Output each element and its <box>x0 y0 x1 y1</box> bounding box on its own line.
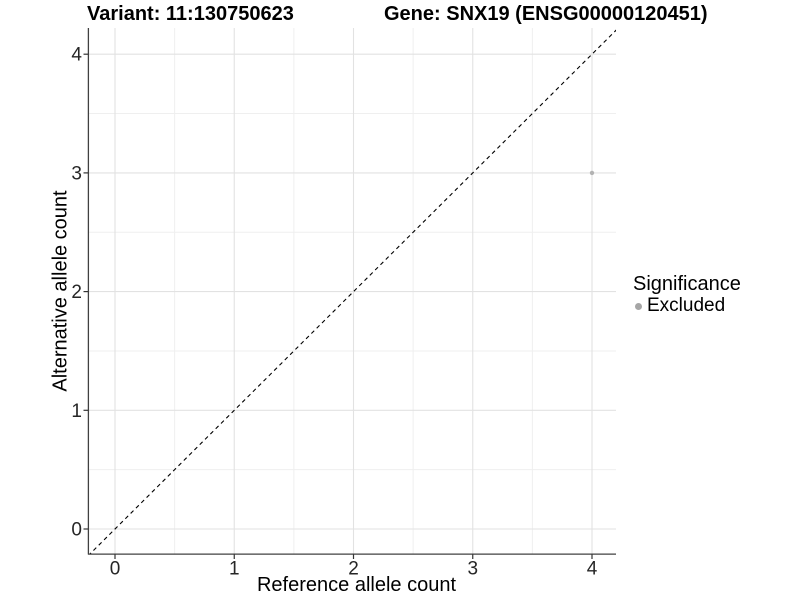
legend-item-label: Excluded <box>647 295 726 316</box>
identity-line <box>89 29 616 554</box>
y-tick-label: 2 <box>71 282 82 303</box>
x-tick-label: 3 <box>467 559 478 580</box>
x-axis-title: Reference allele count <box>256 574 456 596</box>
variant-title: Variant: 11:130750623 <box>87 3 294 25</box>
x-tick-label: 1 <box>229 559 240 580</box>
data-point <box>589 170 595 176</box>
x-tick-label: 2 <box>348 559 359 580</box>
x-tick-label: 4 <box>587 559 598 580</box>
gene-title: Gene: SNX19 (ENSG00000120451) <box>384 3 708 25</box>
y-tick-label: 0 <box>71 520 82 541</box>
y-tick-label: 4 <box>71 45 82 66</box>
legend: Significance Excluded <box>633 273 741 316</box>
y-tick-label: 1 <box>71 401 82 422</box>
excluded-point-icon <box>635 302 642 310</box>
x-tick-label: 0 <box>110 559 121 580</box>
legend-item-excluded: Excluded <box>633 296 741 316</box>
y-axis-title: Alternative allele count <box>49 190 72 392</box>
legend-title: Significance <box>633 273 741 295</box>
y-tick-label: 3 <box>71 163 82 184</box>
